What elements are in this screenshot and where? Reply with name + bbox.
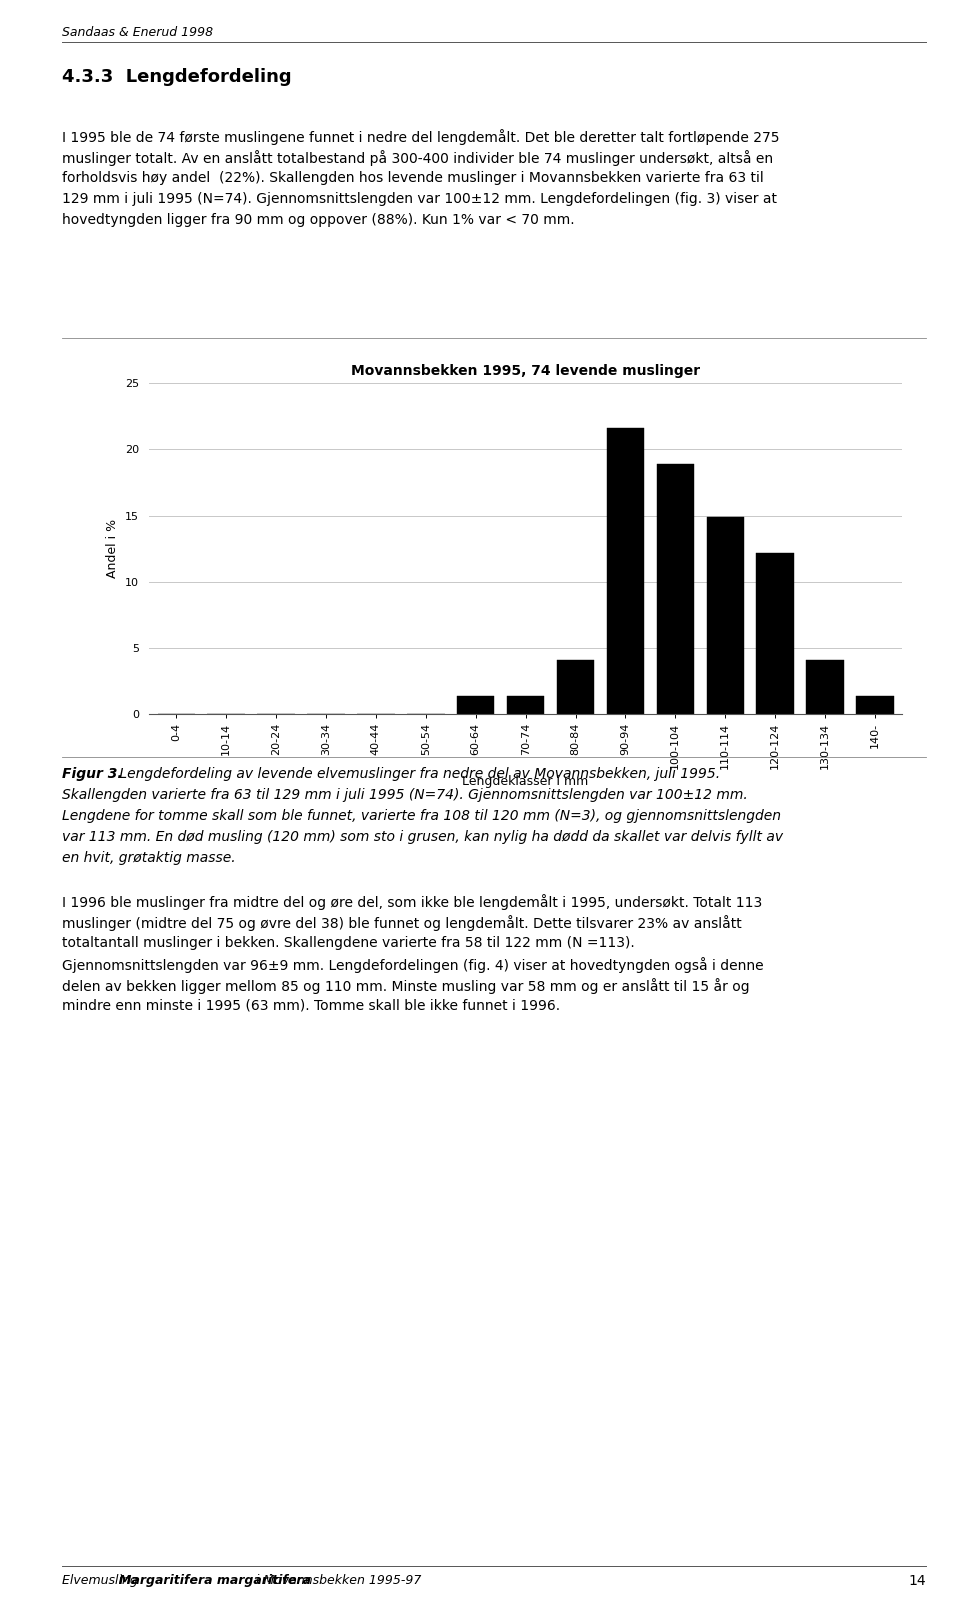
- Text: muslinger totalt. Av en anslått totalbestand på 300-400 individer ble 74 musling: muslinger totalt. Av en anslått totalbes…: [62, 150, 774, 166]
- Text: Lengdefordeling av levende elvemuslinger fra nedre del av Movannsbekken, juli 19: Lengdefordeling av levende elvemuslinger…: [115, 767, 720, 781]
- Bar: [707, 517, 744, 714]
- Bar: [856, 696, 894, 714]
- Text: Sandaas & Enerud 1998: Sandaas & Enerud 1998: [62, 26, 213, 39]
- Text: var 113 mm. En død musling (120 mm) som sto i grusen, kan nylig ha dødd da skall: var 113 mm. En død musling (120 mm) som …: [62, 830, 783, 844]
- Bar: [806, 661, 844, 714]
- Text: Margaritifera margaritifera: Margaritifera margaritifera: [119, 1574, 311, 1587]
- Text: Elvemusling: Elvemusling: [62, 1574, 142, 1587]
- Text: en hvit, grøtaktig masse.: en hvit, grøtaktig masse.: [62, 851, 236, 865]
- Text: delen av bekken ligger mellom 85 og 110 mm. Minste musling var 58 mm og er anslå: delen av bekken ligger mellom 85 og 110 …: [62, 978, 750, 994]
- Text: Skallengden varierte fra 63 til 129 mm i juli 1995 (N=74). Gjennomsnittslengden : Skallengden varierte fra 63 til 129 mm i…: [62, 788, 748, 802]
- Text: 129 mm i juli 1995 (N=74). Gjennomsnittslengden var 100±12 mm. Lengdefordelingen: 129 mm i juli 1995 (N=74). Gjennomsnitts…: [62, 192, 778, 206]
- Bar: [756, 553, 794, 714]
- Text: hovedtyngden ligger fra 90 mm og oppover (88%). Kun 1% var < 70 mm.: hovedtyngden ligger fra 90 mm og oppover…: [62, 213, 575, 227]
- Text: mindre enn minste i 1995 (63 mm). Tomme skall ble ikke funnet i 1996.: mindre enn minste i 1995 (63 mm). Tomme …: [62, 999, 561, 1013]
- Text: I 1995 ble de 74 første muslingene funnet i nedre del lengdemålt. Det ble derett: I 1995 ble de 74 første muslingene funne…: [62, 129, 780, 145]
- Text: Figur 3.: Figur 3.: [62, 767, 123, 781]
- Text: forholdsvis høy andel  (22%). Skallengden hos levende muslinger i Movannsbekken : forholdsvis høy andel (22%). Skallengden…: [62, 171, 764, 185]
- Bar: [607, 429, 644, 714]
- Text: Gjennomsnittslengden var 96±9 mm. Lengdefordelingen (fig. 4) viser at hovedtyngd: Gjennomsnittslengden var 96±9 mm. Lengde…: [62, 957, 764, 973]
- Bar: [457, 696, 494, 714]
- Bar: [507, 696, 544, 714]
- Bar: [557, 661, 594, 714]
- Text: 14: 14: [909, 1574, 926, 1588]
- Text: totaltantall muslinger i bekken. Skallengdene varierte fra 58 til 122 mm (N =113: totaltantall muslinger i bekken. Skallen…: [62, 936, 636, 950]
- Text: muslinger (midtre del 75 og øvre del 38) ble funnet og lengdemålt. Dette tilsvar: muslinger (midtre del 75 og øvre del 38)…: [62, 915, 742, 931]
- Title: Movannsbekken 1995, 74 levende muslinger: Movannsbekken 1995, 74 levende muslinger: [351, 364, 700, 379]
- X-axis label: Lengdeklasser i mm: Lengdeklasser i mm: [463, 775, 588, 788]
- Text: Lengdene for tomme skall som ble funnet, varierte fra 108 til 120 mm (N=3), og g: Lengdene for tomme skall som ble funnet,…: [62, 809, 781, 823]
- Bar: [657, 464, 694, 714]
- Text: I 1996 ble muslinger fra midtre del og øre del, som ikke ble lengdemålt i 1995, : I 1996 ble muslinger fra midtre del og ø…: [62, 894, 762, 910]
- Text: i Movannsbekken 1995-97: i Movannsbekken 1995-97: [252, 1574, 420, 1587]
- Text: 4.3.3  Lengdefordeling: 4.3.3 Lengdefordeling: [62, 68, 292, 85]
- Y-axis label: Andel i %: Andel i %: [107, 519, 119, 578]
